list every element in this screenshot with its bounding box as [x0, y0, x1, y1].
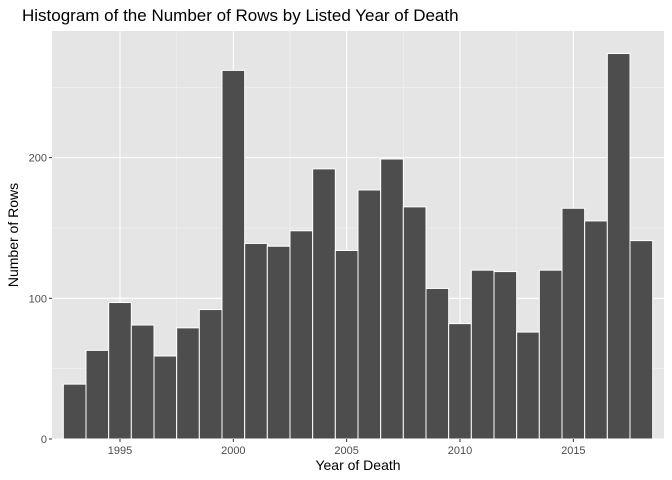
histogram-bar: [312, 168, 336, 440]
histogram-bar: [108, 302, 132, 440]
histogram-bar: [470, 269, 495, 440]
histogram-bar: [561, 207, 586, 440]
histogram-bar: [244, 242, 268, 440]
chart-title: Histogram of the Number of Rows by Liste…: [22, 6, 459, 25]
histogram-bar: [221, 69, 246, 440]
axis-ticks: 1995 2000 2005 2010 2015 0 100 200: [29, 153, 586, 457]
x-tick-label: 2005: [334, 445, 358, 457]
histogram-bar: [584, 220, 608, 440]
histogram-bar: [266, 245, 291, 440]
histogram-bar: [334, 249, 359, 440]
histogram-bar: [198, 309, 223, 440]
histogram-bar: [448, 323, 472, 440]
y-tick-label: 200: [29, 153, 47, 165]
histogram-bar: [516, 331, 540, 440]
histogram-bar: [425, 287, 450, 440]
histogram-bar: [176, 327, 200, 440]
histogram-bar: [493, 271, 518, 440]
x-axis-title: Year of Death: [315, 457, 400, 473]
histogram-bar: [606, 53, 631, 440]
histogram-bar: [538, 269, 563, 440]
y-axis-title: Number of Rows: [5, 183, 21, 287]
histogram-bar: [380, 158, 404, 440]
y-tick-label: 100: [29, 293, 47, 305]
x-tick-label: 2010: [448, 445, 472, 457]
histogram-bar: [153, 355, 178, 440]
histogram-bar: [130, 324, 155, 440]
x-tick-label: 2015: [561, 445, 585, 457]
histogram-bar: [62, 383, 87, 440]
x-tick-label: 1995: [108, 445, 132, 457]
bars-group: [62, 53, 654, 440]
histogram-bar: [85, 349, 110, 440]
x-tick-label: 2000: [221, 445, 245, 457]
histogram-bar: [629, 240, 654, 440]
histogram-bar: [402, 206, 427, 440]
histogram-bar: [357, 189, 382, 440]
y-tick-label: 0: [41, 434, 47, 446]
histogram-bar: [289, 230, 314, 440]
